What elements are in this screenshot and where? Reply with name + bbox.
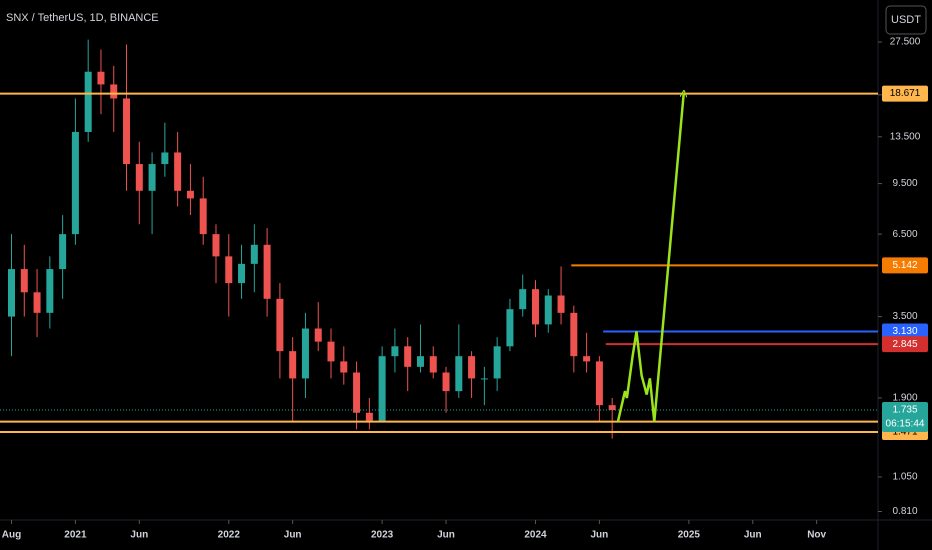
candle-body <box>148 164 156 191</box>
x-tick-label: Jun <box>130 530 148 541</box>
level-tag-label: 3.130 <box>892 326 917 337</box>
y-tick-label: 9.500 <box>892 178 917 189</box>
x-tick-label: Jun <box>284 530 302 541</box>
candle-body <box>71 131 79 235</box>
level-tag <box>882 323 928 340</box>
currency-label[interactable]: USDT <box>891 14 921 26</box>
candle-body <box>59 234 67 270</box>
candle-body <box>506 309 514 347</box>
candle-body <box>455 356 463 392</box>
candle-body <box>429 356 437 373</box>
candle-body <box>378 356 386 421</box>
candle-body <box>135 164 143 191</box>
candle-body <box>340 361 348 373</box>
candle-body <box>301 328 309 379</box>
candle-body <box>391 346 399 357</box>
x-tick-label: Jun <box>437 530 455 541</box>
candle-body <box>544 295 552 325</box>
candle-body <box>238 263 246 284</box>
candle-body <box>276 298 284 352</box>
candle-body <box>404 346 412 367</box>
x-tick-label: Jun <box>591 530 609 541</box>
candle-body <box>8 269 16 317</box>
x-tick-label: 2025 <box>678 530 701 541</box>
candle-body <box>110 84 118 99</box>
level-tag-label: 18.671 <box>890 88 921 99</box>
candle-body <box>174 152 182 191</box>
candle-body <box>442 372 450 392</box>
level-tag-label: 1.471 <box>892 427 917 438</box>
level-tag <box>882 257 928 274</box>
candle-body <box>263 244 271 299</box>
candle-body <box>416 356 424 367</box>
projection-path <box>616 94 684 422</box>
candle-body <box>212 234 220 257</box>
level-tag <box>882 85 928 102</box>
x-tick-label: 2022 <box>218 530 241 541</box>
y-tick-label: 1.900 <box>892 393 917 404</box>
y-tick-label: 0.810 <box>892 506 917 517</box>
x-tick-label: 2021 <box>64 530 87 541</box>
x-tick-label: 2024 <box>524 530 547 541</box>
level-tag-label: 2.845 <box>892 339 917 350</box>
candle-body <box>557 295 565 313</box>
chart-title: SNX / TetherUS, 1D, BINANCE <box>6 12 159 24</box>
last-price-label: 1.735 <box>892 405 917 416</box>
last-price-tag <box>882 402 928 433</box>
candle-body <box>225 256 233 284</box>
countdown-label: 06:15:44 <box>886 419 925 430</box>
x-tick-label: Nov <box>807 530 826 541</box>
y-tick-label: 6.500 <box>892 229 917 240</box>
x-tick-label: 2023 <box>371 530 394 541</box>
candle-body <box>46 269 54 313</box>
candle-body <box>595 361 603 406</box>
candle-body <box>33 292 41 313</box>
candle-body <box>480 378 488 380</box>
candle-body <box>570 312 578 357</box>
x-tick-label: Aug <box>2 530 21 541</box>
candle-body <box>583 356 591 362</box>
candle-body <box>327 341 335 362</box>
candle-body <box>353 372 361 413</box>
y-tick-label: 1.050 <box>892 472 917 483</box>
candle-body <box>468 356 476 379</box>
candle-body <box>531 289 539 325</box>
candle-body <box>493 346 501 379</box>
y-tick-label: 3.500 <box>892 311 917 322</box>
candle-body <box>123 98 131 165</box>
candle-body <box>365 412 373 421</box>
candle-body <box>161 152 169 165</box>
x-tick-label: Jun <box>744 530 762 541</box>
level-tag-label: 5.142 <box>892 260 917 271</box>
y-tick-label: 27.500 <box>890 37 921 48</box>
y-tick-label: 13.500 <box>890 131 921 142</box>
candle-body <box>84 71 92 132</box>
candle-body <box>97 71 105 85</box>
candle-body <box>519 289 527 310</box>
candle-body <box>250 244 258 264</box>
candle-body <box>608 405 616 411</box>
candle-body <box>186 190 194 199</box>
candle-body <box>199 198 207 235</box>
candle-body <box>20 269 28 293</box>
candle-body <box>314 328 322 342</box>
candle-body <box>289 351 297 379</box>
level-tag <box>882 336 928 353</box>
currency-button[interactable] <box>885 5 927 35</box>
